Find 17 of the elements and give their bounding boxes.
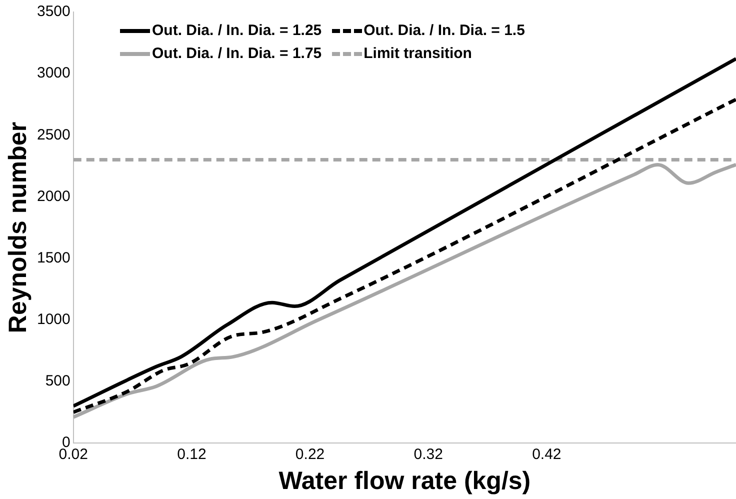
legend-label: Out. Dia. / In. Dia. = 1.5 [364,22,525,39]
y-tick-label: 3500 [36,3,70,20]
y-tick-label: 2500 [36,126,70,144]
y-tick-label: 1000 [36,311,70,328]
y-tick-label: 2000 [36,188,70,205]
x-axis-title: Water flow rate (kg/s) [278,466,531,495]
x-tick-label: 0.32 [414,446,443,464]
x-tick-label: 0.22 [295,446,325,464]
legend-label: Out. Dia. / In. Dia. = 1.75 [152,45,322,62]
legend-label: Out. Dia. / In. Dia. = 1.25 [152,22,322,39]
legend-label: Limit transition [364,45,472,62]
x-tick-label: 0.42 [532,446,562,464]
x-tick-label: 0.12 [177,446,206,464]
y-axis-title: Reynolds number [4,122,32,334]
y-tick-label: 3000 [36,64,70,82]
y-tick-label: 1500 [36,249,70,266]
y-tick-label: 500 [45,372,70,390]
